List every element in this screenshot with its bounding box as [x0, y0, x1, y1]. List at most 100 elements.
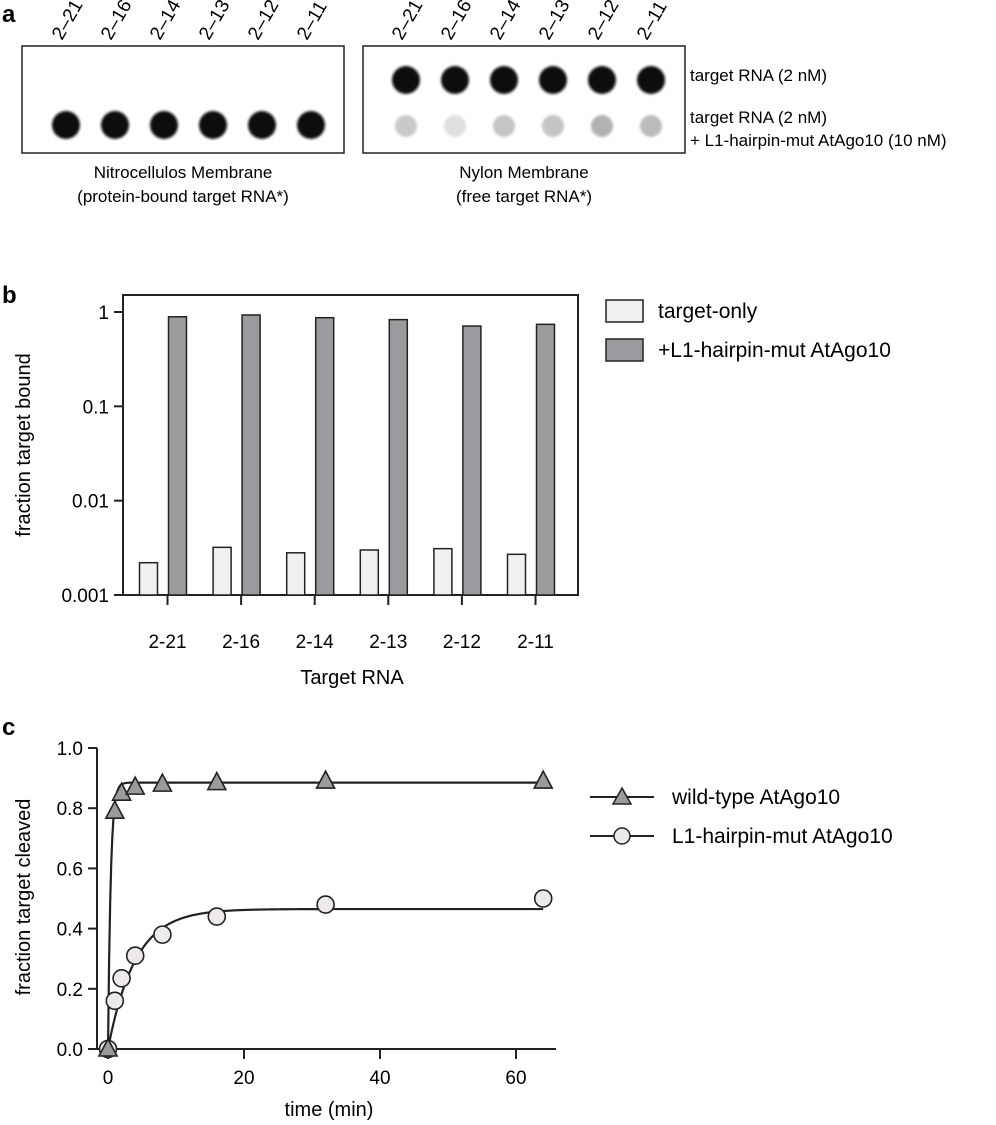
nylon-row2-dot — [444, 115, 466, 137]
nylon-row2-dot — [542, 115, 564, 137]
c-fit-curve-wt — [106, 781, 544, 1050]
lane-label: 2–21 — [388, 0, 427, 44]
c-fit-curves — [106, 781, 544, 1050]
nylon-subcaption: (free target RNA*) — [456, 187, 592, 206]
nitro-row2-dot — [52, 111, 80, 139]
b-x-tick-label: 2-13 — [369, 632, 407, 653]
nylon-row1-dot — [392, 66, 420, 94]
lane-label: 2–16 — [97, 0, 136, 44]
lane-label: 2–13 — [535, 0, 574, 44]
c-x-tick-label: 60 — [505, 1068, 526, 1089]
nitrocellulose-subcaption: (protein-bound target RNA*) — [77, 187, 289, 206]
b-y-axis-label: fraction target bound — [13, 353, 35, 536]
nylon-row2-dot — [591, 115, 613, 137]
nitrocellulose-membrane — [21, 45, 345, 154]
b-x-tick-label: 2-16 — [222, 632, 260, 653]
lane-label: 2–16 — [437, 0, 476, 44]
b-y-tick-label: 1 — [98, 303, 109, 324]
b-x-tick-label: 2-12 — [443, 632, 481, 653]
c-point-mut — [533, 889, 553, 908]
c-x-tick-label: 20 — [233, 1068, 254, 1089]
c-point-mut — [316, 895, 335, 914]
nylon-row2-dot — [493, 115, 515, 137]
b-bar-mut — [388, 318, 409, 596]
panel-c-time-course: c fraction target cleaved time (min) 0.0… — [2, 714, 893, 1121]
nitrocellulose-caption: Nitrocellulos Membrane — [94, 163, 273, 182]
c-legend-mut: L1-hairpin-mut AtAgo10 — [672, 825, 893, 848]
nitro-row2-dot — [199, 111, 227, 139]
lane-label: 2–12 — [244, 0, 283, 44]
b-x-tick-label: 2-21 — [148, 632, 186, 653]
b-legend-swatch-target-only — [605, 299, 644, 323]
c-point-wt — [97, 1037, 119, 1057]
b-bar-mut — [167, 316, 188, 596]
c-point-wt — [315, 769, 336, 789]
nylon-row2-dot — [640, 115, 662, 137]
c-y-tick-label: 0.8 — [57, 799, 83, 820]
b-x-axis-label: Target RNA — [300, 667, 404, 689]
b-y-tick-label: 0.01 — [72, 492, 109, 513]
nitro-row2-dot — [150, 111, 178, 139]
b-bar-target-only — [212, 546, 232, 596]
lane-labels-nitrocellulose: 2–21 2–16 2–14 2–13 2–12 2–11 — [48, 0, 332, 44]
c-y-tick-label: 1.0 — [57, 739, 83, 760]
b-bar-mut — [241, 314, 261, 596]
lane-label: 2–14 — [486, 0, 526, 44]
c-x-axis-label: time (min) — [285, 1099, 374, 1121]
row2-label-line2: + L1-hairpin-mut AtAgo10 (10 nM) — [690, 131, 947, 150]
panel-c-letter: c — [2, 714, 15, 741]
nitro-row2-dot — [248, 111, 276, 139]
c-y-tick-label: 0.2 — [57, 980, 83, 1001]
lane-label: 2–12 — [584, 0, 623, 44]
b-x-tick-label: 2-14 — [296, 632, 334, 653]
c-legend-wt: wild-type AtAgo10 — [671, 786, 840, 809]
c-point-wt — [152, 772, 173, 792]
panel-a-letter: a — [2, 1, 16, 28]
panel-b-letter: b — [2, 282, 17, 309]
b-bar-mut — [462, 325, 482, 596]
lane-label: 2–14 — [146, 0, 186, 44]
c-point-mut — [112, 968, 131, 988]
lane-label: 2–21 — [48, 0, 87, 44]
panel-a-dot-blot: a 2–21 2–16 2–14 2–13 2–12 2–11 2–21 2–16 2–14 2… — [2, 0, 947, 206]
b-bars — [138, 314, 556, 596]
b-bar-target-only — [359, 549, 380, 596]
nylon-caption: Nylon Membrane — [459, 163, 588, 182]
c-point-wt — [104, 799, 126, 820]
nylon-row1-dot — [539, 66, 567, 94]
nitro-row2-dot — [101, 111, 129, 139]
nylon-row1-dot — [490, 66, 518, 94]
row2-label-line1: target RNA (2 nM) — [690, 108, 827, 127]
b-y-tick-label: 0.001 — [61, 586, 109, 607]
c-point-mut — [125, 946, 145, 965]
c-x-tick-label: 40 — [369, 1068, 390, 1089]
c-fit-curve-mut — [106, 907, 544, 1050]
b-bar-target-only — [138, 561, 159, 596]
panel-b-bar-chart: b fraction target bound Target RNA 0.001… — [2, 282, 891, 689]
lane-label: 2–13 — [195, 0, 234, 44]
b-bar-mut — [535, 323, 556, 596]
lane-labels-nylon: 2–21 2–16 2–14 2–13 2–12 2–11 — [388, 0, 672, 44]
c-point-wt — [111, 781, 132, 801]
c-point-wt — [532, 769, 554, 789]
c-point-wt — [124, 775, 146, 795]
c-y-tick-label: 0.4 — [57, 920, 84, 941]
b-bar-target-only — [433, 547, 453, 596]
lane-label: 2–11 — [633, 0, 672, 44]
nylon-row2-dot — [395, 115, 417, 137]
b-legend-target-only: target-only — [658, 300, 758, 323]
b-y-tick-label: 0.1 — [83, 397, 109, 418]
row1-label: target RNA (2 nM) — [690, 66, 827, 85]
nylon-row1-dot — [588, 66, 616, 94]
nylon-row1-dot — [637, 66, 665, 94]
b-plot-frame — [122, 294, 579, 596]
c-data-points — [97, 769, 554, 1059]
blot-dots — [52, 66, 665, 139]
c-point-mut — [207, 907, 227, 926]
nylon-membrane — [362, 45, 686, 154]
c-x-tick-label: 0 — [103, 1068, 114, 1089]
b-axes: 0.001 0.01 0.1 1 2-21 2-16 2-14 2-13 2-12 2-11 — [61, 294, 579, 653]
c-y-axis-label: fraction target cleaved — [13, 799, 35, 996]
c-axes: 0.0 0.2 0.4 0.6 0.8 1.0 0 20 40 60 — [57, 739, 556, 1089]
